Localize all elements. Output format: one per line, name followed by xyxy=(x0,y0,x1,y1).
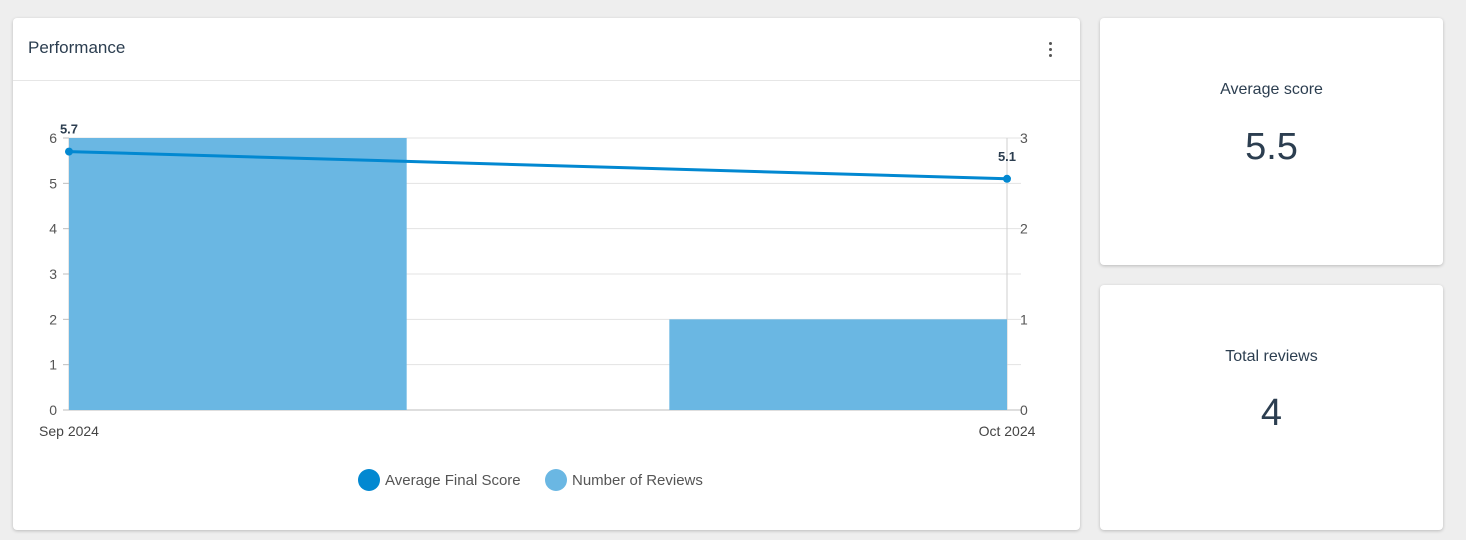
x-axis-tick-label: Oct 2024 xyxy=(979,423,1036,439)
performance-card-header: Performance xyxy=(13,18,1080,81)
total-reviews-card: Total reviews 4 xyxy=(1100,285,1443,530)
total-reviews-value: 4 xyxy=(1260,392,1283,434)
average-score-card: Average score 5.5 xyxy=(1100,18,1443,265)
data-label: 5.7 xyxy=(60,122,78,137)
legend-swatch xyxy=(358,469,380,491)
data-label: 5.1 xyxy=(998,149,1016,164)
bar-number-of-reviews xyxy=(669,319,1007,410)
total-reviews-label: Total reviews xyxy=(1225,348,1318,365)
average-score-value: 5.5 xyxy=(1245,126,1298,168)
right-axis-tick-label: 1 xyxy=(1020,311,1028,327)
legend-label: Average Final Score xyxy=(385,472,521,489)
line-point-average-final-score xyxy=(65,147,73,156)
performance-chart: 0 1 2 3 4 5 6 0 1 2 3 Sep 2024 Oct 2024 5.7 5.1 Average… xyxy=(39,122,1036,491)
left-axis-tick-label: 6 xyxy=(49,130,57,146)
left-axis-tick-label: 0 xyxy=(49,402,57,418)
bar-number-of-reviews xyxy=(69,138,407,410)
line-average-final-score xyxy=(68,150,1008,181)
performance-title: Performance xyxy=(28,38,126,57)
average-score-label: Average score xyxy=(1220,81,1323,98)
line-point-average-final-score xyxy=(1003,174,1011,183)
left-axis-tick-label: 2 xyxy=(49,311,57,327)
right-axis-tick-label: 3 xyxy=(1020,130,1028,146)
left-axis-tick-label: 4 xyxy=(49,221,57,237)
left-axis-tick-label: 1 xyxy=(49,357,57,373)
legend-swatch xyxy=(545,469,567,491)
left-axis-tick-label: 3 xyxy=(49,266,57,282)
left-axis-tick-label: 5 xyxy=(49,175,57,191)
x-axis-tick-label: Sep 2024 xyxy=(39,423,99,439)
legend-label: Number of Reviews xyxy=(572,472,703,489)
right-axis-tick-label: 0 xyxy=(1020,402,1028,418)
right-axis-tick-label: 2 xyxy=(1020,221,1028,237)
more-options-icon[interactable] xyxy=(1042,38,1058,60)
performance-card: Performance 0 1 2 3 4 5 6 0 1 2 3 Sep 2024 Oct 2024 5… xyxy=(13,18,1080,530)
